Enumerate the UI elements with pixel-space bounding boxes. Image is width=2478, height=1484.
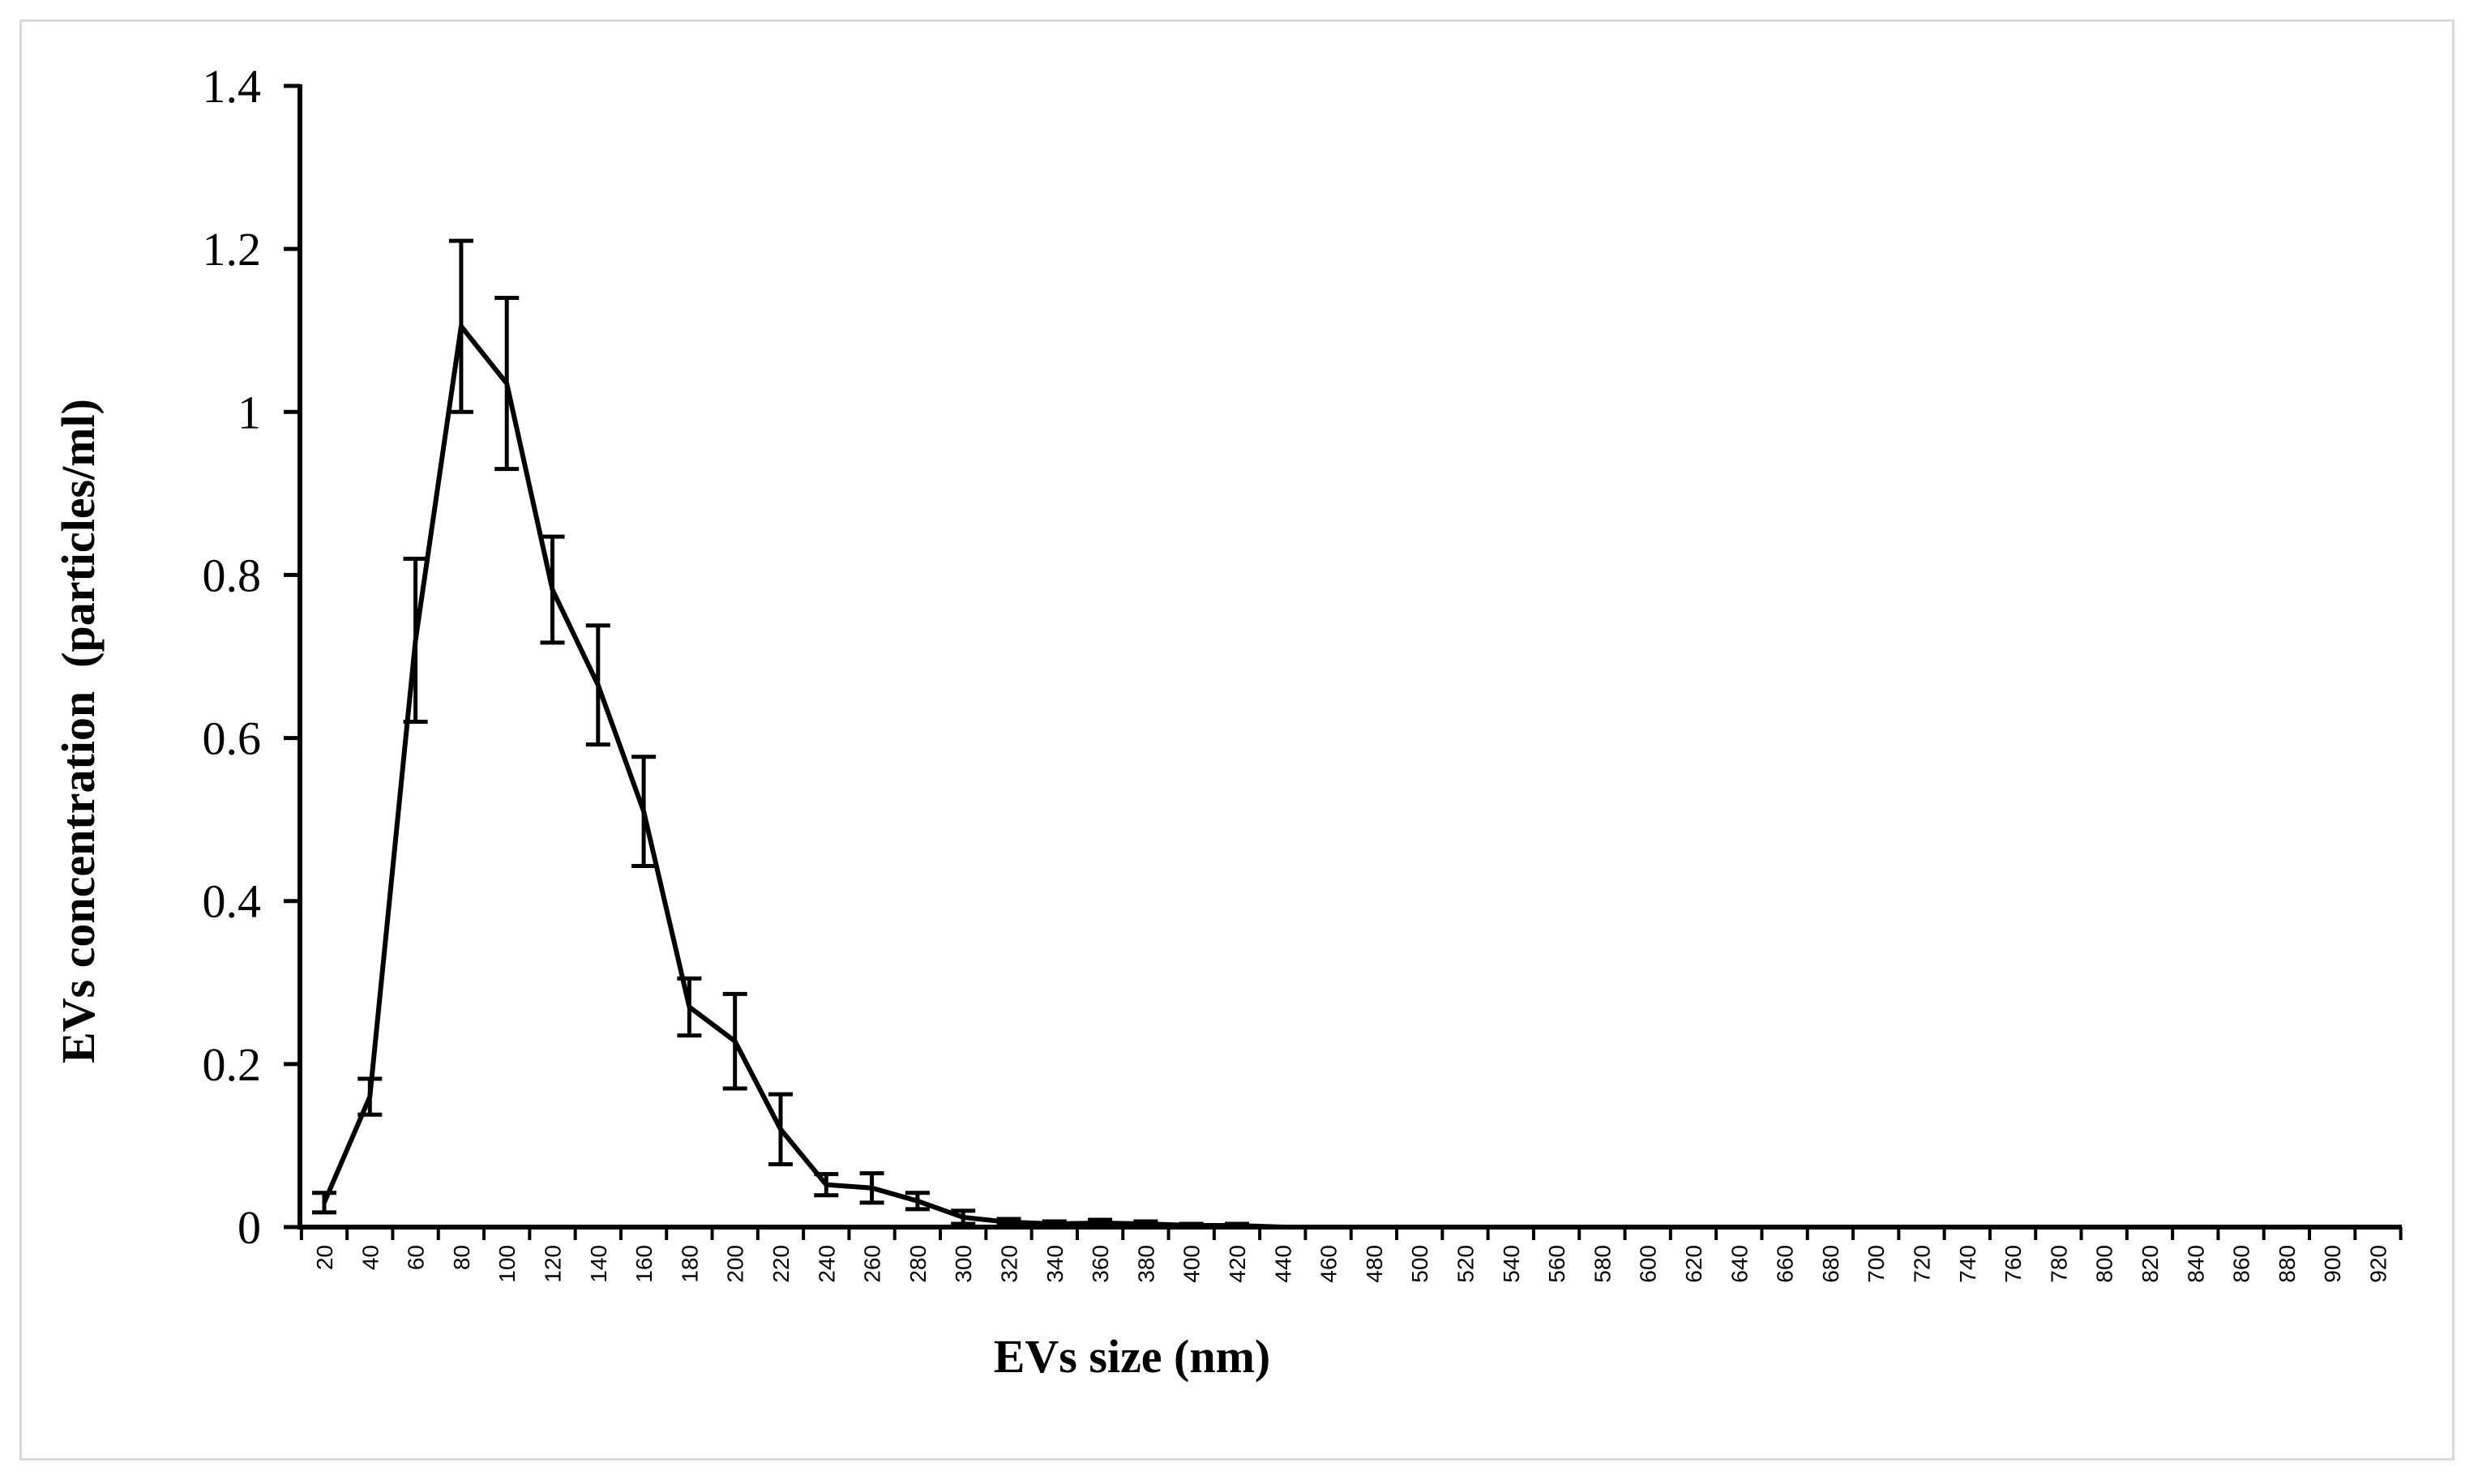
x-tick-label: 400 bbox=[1179, 1245, 1205, 1283]
x-tick-label: 320 bbox=[997, 1245, 1022, 1283]
y-tick-label: 0.8 bbox=[203, 549, 262, 601]
x-tick-label: 840 bbox=[2183, 1245, 2208, 1283]
x-tick-label: 160 bbox=[631, 1245, 657, 1283]
x-tick-label: 620 bbox=[1681, 1245, 1706, 1283]
x-tick-label: 860 bbox=[2229, 1245, 2254, 1283]
x-tick-label: 260 bbox=[860, 1245, 885, 1283]
x-tick-label: 180 bbox=[677, 1245, 702, 1283]
x-tick-label: 820 bbox=[2138, 1245, 2163, 1283]
x-tick-label: 420 bbox=[1225, 1245, 1250, 1283]
x-tick-label: 200 bbox=[723, 1245, 748, 1283]
x-tick-label: 100 bbox=[494, 1245, 520, 1283]
x-tick-label: 680 bbox=[1818, 1245, 1843, 1283]
x-tick-label: 80 bbox=[449, 1245, 474, 1270]
x-tick-label: 600 bbox=[1636, 1245, 1661, 1283]
x-tick-label: 120 bbox=[541, 1245, 566, 1283]
x-tick-label: 920 bbox=[2366, 1245, 2391, 1283]
y-axis-title: EVs concentration (particles/ml) bbox=[52, 399, 105, 1063]
x-tick-label: 700 bbox=[1864, 1245, 1889, 1283]
y-tick-label: 1 bbox=[238, 386, 261, 438]
x-tick-label: 580 bbox=[1590, 1245, 1615, 1283]
series-layer bbox=[322, 323, 2378, 1230]
x-tick-label: 240 bbox=[814, 1245, 839, 1283]
x-tick-label: 900 bbox=[2320, 1245, 2345, 1283]
y-tick-label: 0 bbox=[238, 1201, 261, 1254]
axes bbox=[297, 84, 2402, 1230]
x-tick-label: 380 bbox=[1133, 1245, 1158, 1283]
y-axis-ticks: 0 0.2 0.4 0.6 0.8 1 1.2 1.4 bbox=[203, 60, 300, 1254]
x-tick-label: 440 bbox=[1270, 1245, 1295, 1283]
x-tick-label: 280 bbox=[905, 1245, 931, 1283]
x-tick-label: 220 bbox=[768, 1245, 794, 1283]
x-tick-label: 500 bbox=[1407, 1245, 1432, 1283]
x-tick-label: 720 bbox=[1910, 1245, 1935, 1283]
x-tick-label: 540 bbox=[1499, 1245, 1524, 1283]
x-axis-title: EVs size (nm) bbox=[994, 1330, 1271, 1383]
x-axis-ticks: 20 40 60 80 100 120 140 160 180 200 220 240 260 280 30… bbox=[299, 1227, 2403, 1283]
x-tick-label: 800 bbox=[2092, 1245, 2117, 1283]
series-line bbox=[322, 323, 2378, 1230]
chart-frame bbox=[19, 19, 2454, 1460]
x-tick-label: 460 bbox=[1316, 1245, 1342, 1283]
y-tick-label: 0.6 bbox=[203, 712, 262, 765]
x-tick-label: 660 bbox=[1773, 1245, 1798, 1283]
y-tick-label: 1.2 bbox=[203, 223, 262, 276]
x-tick-label: 360 bbox=[1088, 1245, 1113, 1283]
x-tick-label: 60 bbox=[404, 1245, 429, 1270]
x-tick-label: 140 bbox=[586, 1245, 611, 1283]
x-tick-label: 880 bbox=[2275, 1245, 2300, 1283]
x-tick-label: 780 bbox=[2046, 1245, 2071, 1283]
x-tick-label: 760 bbox=[2001, 1245, 2026, 1283]
x-tick-label: 300 bbox=[951, 1245, 976, 1283]
x-tick-label: 480 bbox=[1362, 1245, 1387, 1283]
x-tick-label: 520 bbox=[1453, 1245, 1479, 1283]
x-tick-label: 20 bbox=[312, 1245, 337, 1270]
y-tick-label: 0.2 bbox=[203, 1038, 262, 1091]
x-tick-label: 560 bbox=[1544, 1245, 1569, 1283]
x-tick-label: 640 bbox=[1727, 1245, 1752, 1283]
x-tick-label: 40 bbox=[357, 1245, 383, 1270]
x-tick-label: 340 bbox=[1042, 1245, 1068, 1283]
y-tick-label: 0.4 bbox=[203, 875, 262, 928]
y-tick-label: 1.4 bbox=[203, 60, 262, 113]
x-tick-label: 740 bbox=[1955, 1245, 1980, 1283]
